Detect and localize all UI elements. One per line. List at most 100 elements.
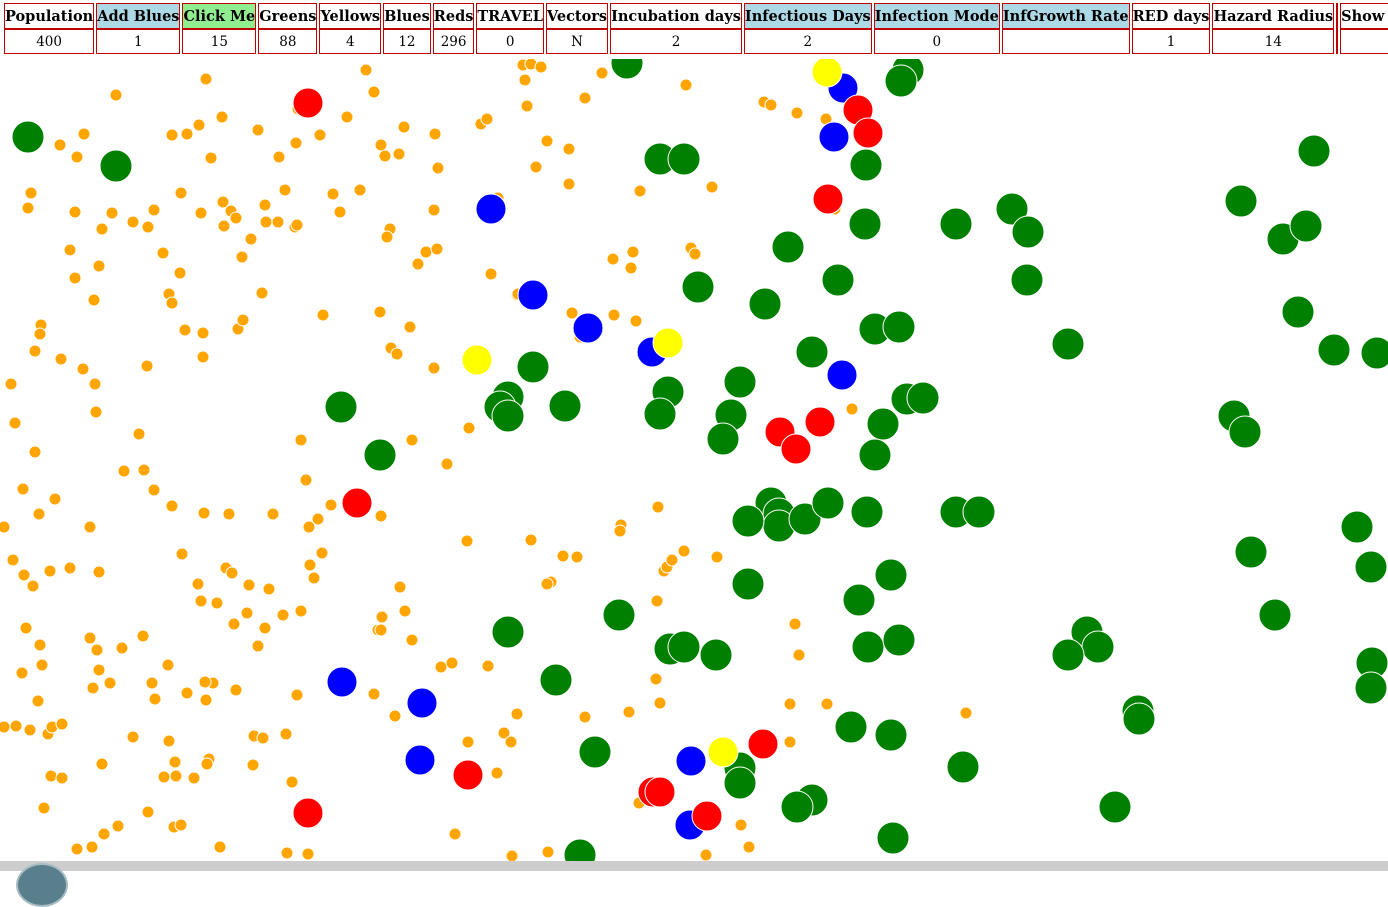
orange-agent: [792, 648, 806, 662]
orange-agent: [92, 663, 106, 677]
infection-mode-header[interactable]: Infection Mode: [873, 3, 1000, 29]
orange-agent: [126, 730, 140, 744]
orange-agent: [629, 314, 643, 328]
orange-agent: [520, 99, 534, 113]
orange-agent: [70, 150, 84, 164]
orange-agent: [613, 524, 627, 538]
orange-agent: [497, 726, 511, 740]
orange-agent: [276, 608, 290, 622]
orange-agent: [504, 735, 518, 749]
orange-agent: [316, 308, 330, 322]
yellow-agent: [652, 327, 684, 359]
orange-agent: [251, 639, 265, 653]
orange-agent: [0, 720, 11, 734]
green-agent: [866, 407, 900, 441]
green-agent: [780, 790, 814, 824]
simulation-canvas[interactable]: [0, 59, 1388, 861]
orange-agent: [200, 757, 214, 771]
orange-agent: [313, 128, 327, 142]
spacer-header: [1336, 3, 1339, 29]
orange-agent: [140, 359, 154, 373]
orange-agent: [48, 492, 62, 506]
orange-agent: [242, 578, 256, 592]
orange-agent: [258, 198, 272, 212]
orange-agent: [392, 147, 406, 161]
orange-agent: [173, 266, 187, 280]
orange-agent: [259, 215, 273, 229]
orange-agent: [178, 323, 192, 337]
orange-agent: [405, 433, 419, 447]
infectious-days-header[interactable]: Infectious Days: [743, 3, 872, 29]
yellow-agent: [461, 344, 493, 376]
blue-agent: [675, 745, 707, 777]
hazard-radius-value: 14: [1212, 29, 1335, 54]
orange-agent: [194, 206, 208, 220]
stats-table: Population Add Blues Click Me Greens Yellows…: [2, 3, 1388, 54]
green-agent: [850, 495, 884, 529]
red-agent: [341, 487, 373, 519]
orange-agent: [448, 827, 462, 841]
vectors-header[interactable]: Vectors: [545, 3, 609, 29]
orange-agent: [55, 717, 69, 731]
orange-agent: [31, 694, 45, 708]
orange-agent: [246, 758, 260, 772]
orange-agent: [235, 250, 249, 264]
orange-agent: [419, 245, 433, 259]
add-blues-value: 1: [96, 29, 181, 54]
green-agent: [1122, 702, 1156, 736]
orange-agent: [156, 246, 170, 260]
orange-agent: [403, 320, 417, 334]
orange-agent: [380, 230, 394, 244]
orange-agent: [225, 566, 239, 580]
horizontal-scrollbar[interactable]: [0, 861, 1388, 871]
click-me-value: 15: [182, 29, 257, 54]
orange-agent: [705, 180, 719, 194]
orange-agent: [461, 735, 475, 749]
orange-agent: [440, 457, 454, 471]
orange-agent: [115, 641, 129, 655]
orange-agent: [529, 160, 543, 174]
orange-agent: [699, 848, 713, 861]
infgrowth-rate-header[interactable]: InfGrowth Rate: [1001, 3, 1130, 29]
add-blues-header[interactable]: Add Blues: [96, 3, 181, 29]
orange-agent: [28, 344, 42, 358]
orange-agent: [244, 232, 258, 246]
orange-agent: [126, 215, 140, 229]
orange-agent: [427, 361, 441, 375]
orange-agent: [4, 377, 18, 391]
orange-agent: [229, 683, 243, 697]
green-agent: [1010, 263, 1044, 297]
green-agent: [563, 838, 597, 861]
orange-agent: [6, 553, 20, 567]
orange-agent: [333, 205, 347, 219]
orange-agent: [570, 550, 584, 564]
green-agent: [1224, 184, 1258, 218]
orange-agent: [95, 222, 109, 236]
orange-agent: [285, 775, 299, 789]
orange-agent: [33, 638, 47, 652]
green-agent: [884, 64, 918, 98]
click-me-header[interactable]: Click Me: [182, 3, 257, 29]
green-agent: [1051, 327, 1085, 361]
infectious-days-value: 2: [743, 29, 872, 54]
orange-agent: [427, 203, 441, 217]
population-value: 400: [4, 29, 95, 54]
scrollbar-thumb[interactable]: [16, 863, 68, 907]
orange-agent: [255, 286, 269, 300]
show-chart-header[interactable]: Show Chart: [1340, 3, 1388, 29]
travel-value: 0: [476, 29, 544, 54]
orange-agent: [359, 63, 373, 77]
orange-agent: [175, 547, 189, 561]
orange-agent: [53, 138, 67, 152]
orange-agent: [280, 846, 294, 860]
orange-agent: [55, 771, 69, 785]
blue-agent: [818, 121, 850, 153]
blue-agent: [517, 279, 549, 311]
orange-agent: [26, 579, 40, 593]
green-agent: [1081, 630, 1115, 664]
green-agent: [548, 389, 582, 423]
orange-agent: [15, 666, 29, 680]
green-agent: [1289, 209, 1323, 243]
travel-header[interactable]: TRAVEL: [476, 3, 544, 29]
orange-agent: [262, 582, 276, 596]
